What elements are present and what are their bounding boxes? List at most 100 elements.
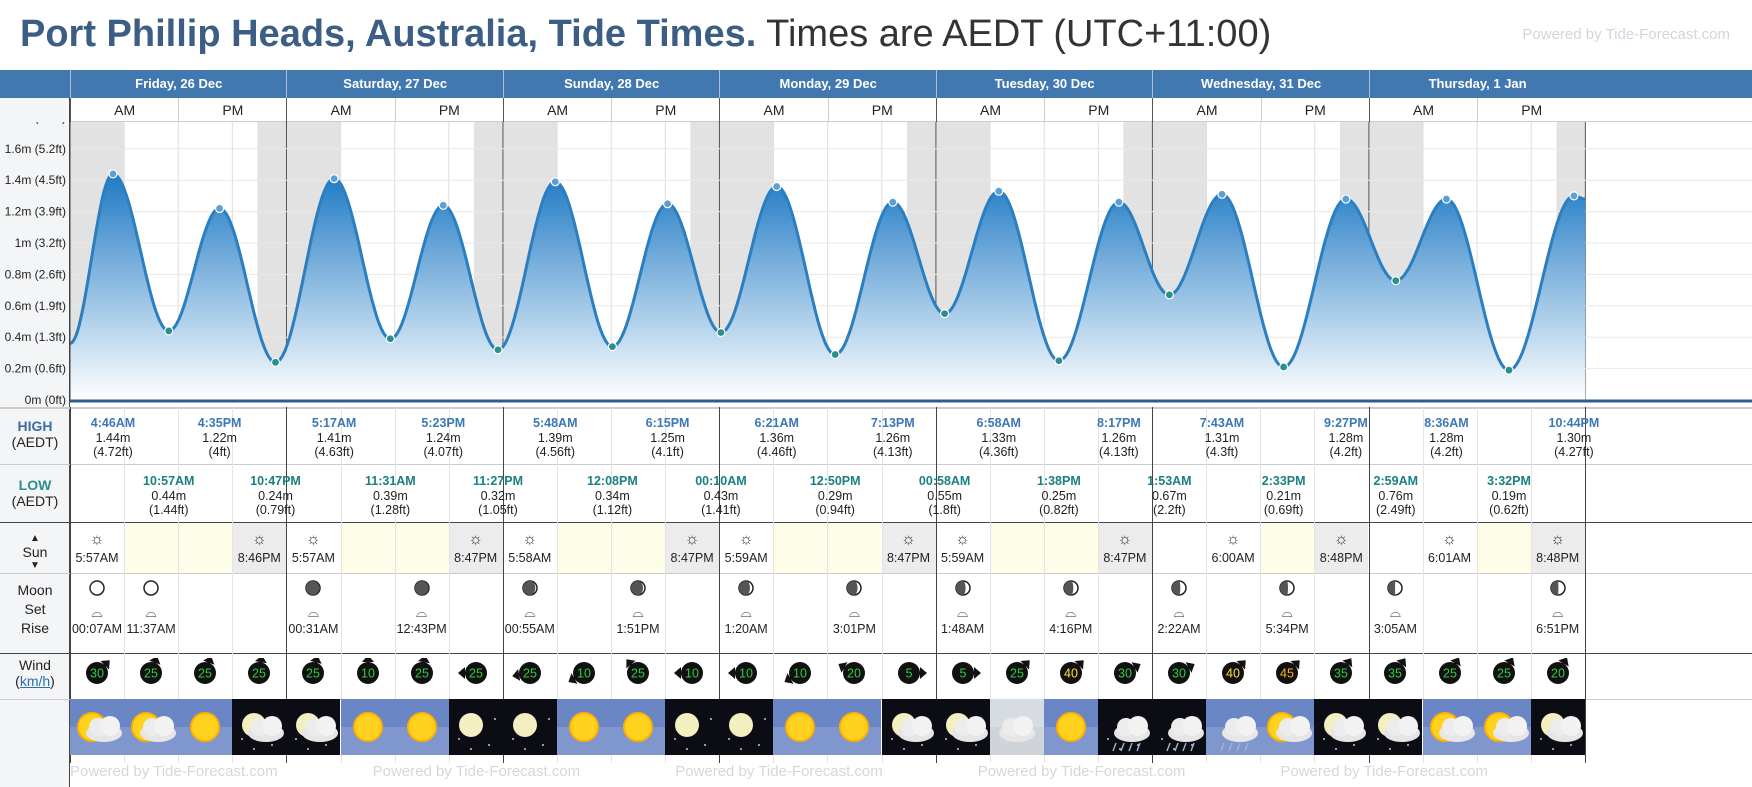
high-tide-2: 5:17AM 1.41m (4.63ft) xyxy=(304,416,364,460)
low-tide-feet-8: (0.82ft) xyxy=(1039,503,1079,517)
slot-divider-3 xyxy=(232,407,234,763)
sun-rise-icon: ☼ xyxy=(738,531,754,548)
low-tide-feet-12: (0.62ft) xyxy=(1489,503,1529,517)
high-tide-4: 5:48AM 1.39m (4.56ft) xyxy=(525,416,585,460)
moon-rise-icon: ⌓ xyxy=(416,604,428,620)
high-tide-metres-13: 1.30m xyxy=(1556,430,1592,445)
moon-rise-icon: ⌓ xyxy=(848,604,860,620)
low-tide-point-21 xyxy=(1279,362,1289,372)
sun-rise-time-10: 6:00AM xyxy=(1211,551,1255,565)
sun-set-13: ☼ 8:48PM xyxy=(1528,531,1588,565)
am-label-1: AM xyxy=(286,98,394,122)
wind-arrow-icon: 25 xyxy=(1005,660,1030,684)
weather-10 xyxy=(611,699,665,755)
low-tide-feet-11: (2.49ft) xyxy=(1375,503,1416,517)
sun-band-8 xyxy=(502,522,557,573)
y-tick-label-4: 0.8m (2.6ft) xyxy=(5,267,66,281)
sun-rise-icon: ☼ xyxy=(89,531,105,548)
sun-band-12 xyxy=(719,522,774,573)
wind-18: 40 xyxy=(1041,658,1101,688)
wind-speed-11: 10 xyxy=(685,667,699,681)
pm-label-3: PM xyxy=(827,98,936,122)
low-tide-8: 1:38PM 0.25m (0.82ft) xyxy=(1029,474,1089,518)
low-tide-9: 1:53AM 0.67m (2.2ft) xyxy=(1139,474,1199,518)
high-tide-feet-12: (4.2ft) xyxy=(1430,445,1463,459)
am-label-2: AM xyxy=(502,98,611,122)
sun-band-0 xyxy=(70,522,124,573)
sun-band-21 xyxy=(1206,522,1261,573)
moon-night-icon xyxy=(719,699,774,755)
wind-26: 25 xyxy=(1474,657,1534,688)
high-tide-feet-7: (4.13ft) xyxy=(872,445,913,459)
rain-night-icon xyxy=(1097,699,1152,755)
row-separator-3 xyxy=(0,573,1752,574)
sun-day-icon xyxy=(556,699,611,755)
low-tide-feet-10: (0.69ft) xyxy=(1263,503,1304,517)
slot-divider-6 xyxy=(394,407,396,763)
low-tide-metres-6: 0.29m xyxy=(817,488,853,503)
wind-arrow-icon: 20 xyxy=(1546,657,1569,684)
high-tide-time-12: 8:36AM xyxy=(1424,416,1469,430)
wind-unit-link[interactable]: km/h xyxy=(19,673,51,689)
y-tick-label-1: 0.2m (0.6ft) xyxy=(5,362,66,376)
low-tide-5: 00:10AM 0.43m (1.41ft) xyxy=(691,474,751,518)
high-tide-feet-1: (4ft) xyxy=(208,445,231,459)
wind-arrow-icon: 25 xyxy=(410,655,433,684)
low-tide-time-4: 12:08PM xyxy=(587,474,638,488)
sun-band-19 xyxy=(1097,522,1152,573)
wind-speed-15: 5 xyxy=(905,667,912,681)
powered-by-credit: Powered by Tide-Forecast.com xyxy=(1522,26,1730,43)
sun-band-27 xyxy=(1530,522,1585,573)
wind-label: Wind xyxy=(19,657,51,673)
sun-band-2 xyxy=(178,522,233,573)
high-tide-feet-2: (4.63ft) xyxy=(314,445,354,459)
weather-24 xyxy=(1368,699,1423,755)
sun-day-icon xyxy=(827,699,882,755)
day-divider-6 xyxy=(1368,407,1370,763)
sun-cloud-day-icon xyxy=(1476,699,1531,755)
sun-rise-time-12: 6:01AM xyxy=(1427,551,1472,565)
high-tide-12: 8:36AM 1.28m (4.2ft) xyxy=(1416,416,1476,460)
moon-night-icon xyxy=(448,699,503,755)
high-tide-metres-5: 1.25m xyxy=(650,430,685,445)
wind-speed-1: 25 xyxy=(144,667,158,681)
moon-cloud-night-icon xyxy=(232,699,287,755)
high-tide-13: 10:44PM 1.30m (4.27ft) xyxy=(1544,416,1604,460)
y-tick-label-3: 0.6m (1.9ft) xyxy=(5,299,66,313)
slot-divider-13 xyxy=(773,407,775,763)
am-label-6: AM xyxy=(1368,98,1477,122)
high-tide-feet-9: (4.13ft) xyxy=(1099,445,1139,459)
low-tide-time-7: 00:58AM xyxy=(918,474,971,488)
moon-set-icon: ⌓ xyxy=(740,604,752,620)
weather-16 xyxy=(935,699,990,755)
high-tide-point-20 xyxy=(1217,189,1227,199)
high-tide-metres-6: 1.36m xyxy=(759,430,795,445)
moon-phase-icon xyxy=(954,580,971,596)
low-tide-time-12: 3:32PM xyxy=(1487,474,1531,488)
wind-arrow-icon: 25 xyxy=(457,662,487,684)
moon-set-time-0: 00:07AM xyxy=(71,622,123,636)
moon-4: ⌓ 00:55AM xyxy=(495,579,565,636)
moon-phase-icon xyxy=(413,580,430,596)
tide-area xyxy=(70,173,1586,400)
day-header-1: Saturday, 27 Dec xyxy=(286,70,502,98)
weather-6 xyxy=(394,699,449,755)
title-bar: Port Phillip Heads, Australia, Tide Time… xyxy=(0,0,1752,70)
sun-set-icon: ☼ xyxy=(251,531,267,548)
sun-set-time-9: 8:47PM xyxy=(1103,551,1147,565)
high-tide-feet-4: (4.56ft) xyxy=(535,445,576,459)
high-tide-point-0 xyxy=(108,169,118,179)
low-tide-4: 12:08PM 0.34m (1.12ft) xyxy=(582,474,642,518)
low-tide-point-13 xyxy=(830,349,840,360)
moon-8: ⌓ 1:48AM xyxy=(928,579,998,636)
low-tide-2: 11:31AM 0.39m (1.28ft) xyxy=(360,474,420,518)
weather-19 xyxy=(1097,699,1152,755)
low-tide-point-1 xyxy=(164,326,174,336)
weather-12 xyxy=(719,699,774,755)
moon-set-icon: ⌓ xyxy=(957,604,969,620)
wind-13: 10 xyxy=(770,658,830,688)
sun-set-11: ☼ 8:48PM xyxy=(1311,531,1371,565)
low-tide-feet-6: (0.94ft) xyxy=(815,503,855,517)
row-separator-2 xyxy=(0,522,1752,523)
pm-label-5: PM xyxy=(1260,98,1369,122)
